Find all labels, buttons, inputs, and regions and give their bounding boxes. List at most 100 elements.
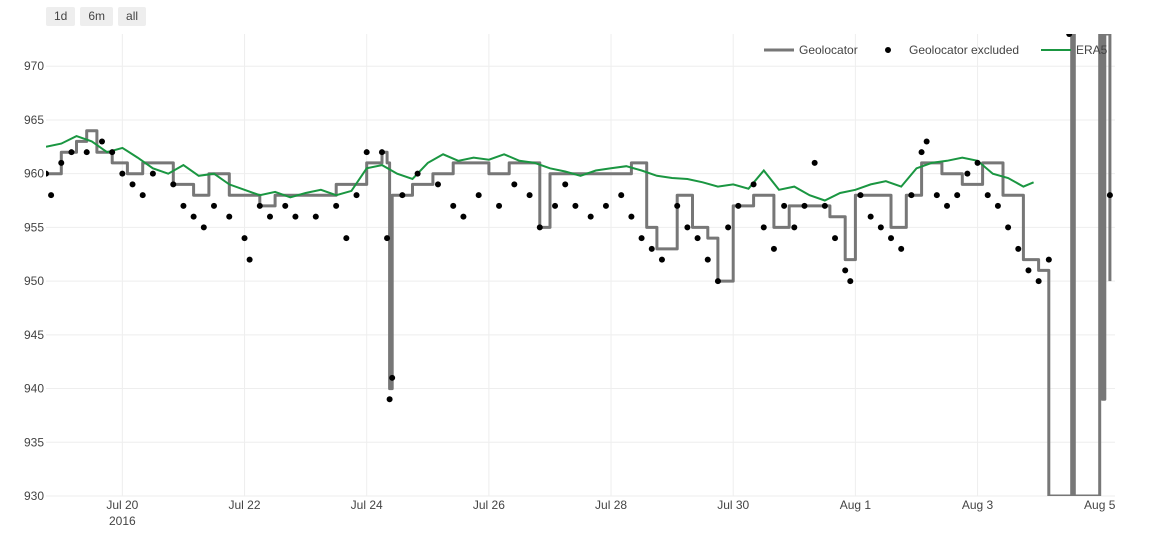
excluded-point[interactable] bbox=[801, 202, 808, 209]
excluded-point[interactable] bbox=[149, 170, 156, 177]
range-button-6m[interactable]: 6m bbox=[80, 7, 114, 26]
excluded-point[interactable] bbox=[399, 192, 406, 199]
excluded-point[interactable] bbox=[496, 202, 503, 209]
excluded-point[interactable] bbox=[363, 149, 370, 156]
excluded-point[interactable] bbox=[888, 235, 895, 242]
excluded-point[interactable] bbox=[414, 170, 421, 177]
excluded-point[interactable] bbox=[735, 202, 742, 209]
excluded-point[interactable] bbox=[180, 202, 187, 209]
excluded-point[interactable] bbox=[867, 213, 874, 220]
excluded-point[interactable] bbox=[918, 149, 925, 156]
range-button-all[interactable]: all bbox=[118, 7, 147, 26]
excluded-point[interactable] bbox=[658, 256, 665, 263]
excluded-point[interactable] bbox=[964, 170, 971, 177]
excluded-point[interactable] bbox=[386, 396, 393, 403]
excluded-point[interactable] bbox=[129, 181, 136, 188]
excluded-point[interactable] bbox=[781, 202, 788, 209]
excluded-point[interactable] bbox=[511, 181, 518, 188]
excluded-point[interactable] bbox=[450, 202, 457, 209]
excluded-point[interactable] bbox=[725, 224, 732, 231]
excluded-point[interactable] bbox=[832, 235, 839, 242]
excluded-point[interactable] bbox=[170, 181, 177, 188]
excluded-point[interactable] bbox=[460, 213, 467, 220]
excluded-point[interactable] bbox=[898, 245, 905, 252]
excluded-point[interactable] bbox=[246, 256, 253, 263]
excluded-point[interactable] bbox=[552, 202, 559, 209]
excluded-point[interactable] bbox=[83, 149, 90, 156]
excluded-point[interactable] bbox=[974, 159, 981, 166]
plot-area[interactable] bbox=[43, 31, 1113, 496]
excluded-point[interactable] bbox=[714, 278, 721, 285]
excluded-point[interactable] bbox=[68, 149, 75, 156]
legend-item[interactable]: Geolocator excluded bbox=[885, 43, 1019, 57]
excluded-point[interactable] bbox=[923, 138, 930, 145]
excluded-point[interactable] bbox=[434, 181, 441, 188]
excluded-point[interactable] bbox=[847, 278, 854, 285]
excluded-point[interactable] bbox=[750, 181, 757, 188]
excluded-point[interactable] bbox=[241, 235, 248, 242]
excluded-point[interactable] bbox=[954, 192, 961, 199]
excluded-point[interactable] bbox=[684, 224, 691, 231]
excluded-point[interactable] bbox=[1015, 245, 1022, 252]
excluded-point[interactable] bbox=[343, 235, 350, 242]
excluded-point[interactable] bbox=[256, 202, 263, 209]
excluded-point[interactable] bbox=[48, 192, 55, 199]
excluded-point[interactable] bbox=[857, 192, 864, 199]
excluded-point[interactable] bbox=[618, 192, 625, 199]
excluded-point[interactable] bbox=[933, 192, 940, 199]
excluded-point[interactable] bbox=[312, 213, 319, 220]
excluded-point[interactable] bbox=[877, 224, 884, 231]
excluded-point[interactable] bbox=[994, 202, 1001, 209]
excluded-point[interactable] bbox=[704, 256, 711, 263]
excluded-point[interactable] bbox=[760, 224, 767, 231]
excluded-point[interactable] bbox=[628, 213, 635, 220]
excluded-point[interactable] bbox=[694, 235, 701, 242]
excluded-point[interactable] bbox=[526, 192, 533, 199]
excluded-point[interactable] bbox=[98, 138, 105, 145]
excluded-point[interactable] bbox=[821, 202, 828, 209]
excluded-point[interactable] bbox=[572, 202, 579, 209]
excluded-point[interactable] bbox=[389, 374, 396, 381]
excluded-point[interactable] bbox=[266, 213, 273, 220]
excluded-point[interactable] bbox=[602, 202, 609, 209]
excluded-point[interactable] bbox=[1025, 267, 1032, 274]
excluded-point[interactable] bbox=[190, 213, 197, 220]
excluded-point[interactable] bbox=[1005, 224, 1012, 231]
excluded-point[interactable] bbox=[791, 224, 798, 231]
excluded-point[interactable] bbox=[536, 224, 543, 231]
excluded-point[interactable] bbox=[109, 149, 116, 156]
excluded-point[interactable] bbox=[384, 235, 391, 242]
legend[interactable]: Geolocator Geolocator excluded ERA5 bbox=[764, 43, 1108, 57]
excluded-point[interactable] bbox=[292, 213, 299, 220]
excluded-point[interactable] bbox=[333, 202, 340, 209]
excluded-point[interactable] bbox=[842, 267, 849, 274]
excluded-point[interactable] bbox=[139, 192, 146, 199]
excluded-point[interactable] bbox=[811, 159, 818, 166]
excluded-point[interactable] bbox=[1045, 256, 1052, 263]
legend-item[interactable]: Geolocator bbox=[764, 43, 858, 57]
geolocator-series-line[interactable] bbox=[46, 34, 1112, 496]
excluded-point[interactable] bbox=[984, 192, 991, 199]
excluded-point[interactable] bbox=[1066, 31, 1073, 37]
era5-series-line[interactable] bbox=[46, 135, 1034, 202]
excluded-point[interactable] bbox=[282, 202, 289, 209]
excluded-point[interactable] bbox=[648, 245, 655, 252]
excluded-point[interactable] bbox=[908, 192, 915, 199]
range-button-1d[interactable]: 1d bbox=[46, 7, 76, 26]
excluded-point[interactable] bbox=[43, 170, 49, 177]
excluded-point[interactable] bbox=[353, 192, 360, 199]
excluded-point[interactable] bbox=[210, 202, 217, 209]
excluded-point[interactable] bbox=[587, 213, 594, 220]
excluded-point[interactable] bbox=[674, 202, 681, 209]
excluded-point[interactable] bbox=[562, 181, 569, 188]
excluded-point[interactable] bbox=[200, 224, 207, 231]
excluded-point[interactable] bbox=[58, 159, 65, 166]
excluded-point[interactable] bbox=[1106, 192, 1113, 199]
legend-item[interactable]: ERA5 bbox=[1041, 43, 1108, 57]
excluded-point[interactable] bbox=[226, 213, 233, 220]
excluded-point[interactable] bbox=[119, 170, 126, 177]
excluded-point[interactable] bbox=[378, 149, 385, 156]
excluded-point[interactable] bbox=[1035, 278, 1042, 285]
excluded-point[interactable] bbox=[475, 192, 482, 199]
